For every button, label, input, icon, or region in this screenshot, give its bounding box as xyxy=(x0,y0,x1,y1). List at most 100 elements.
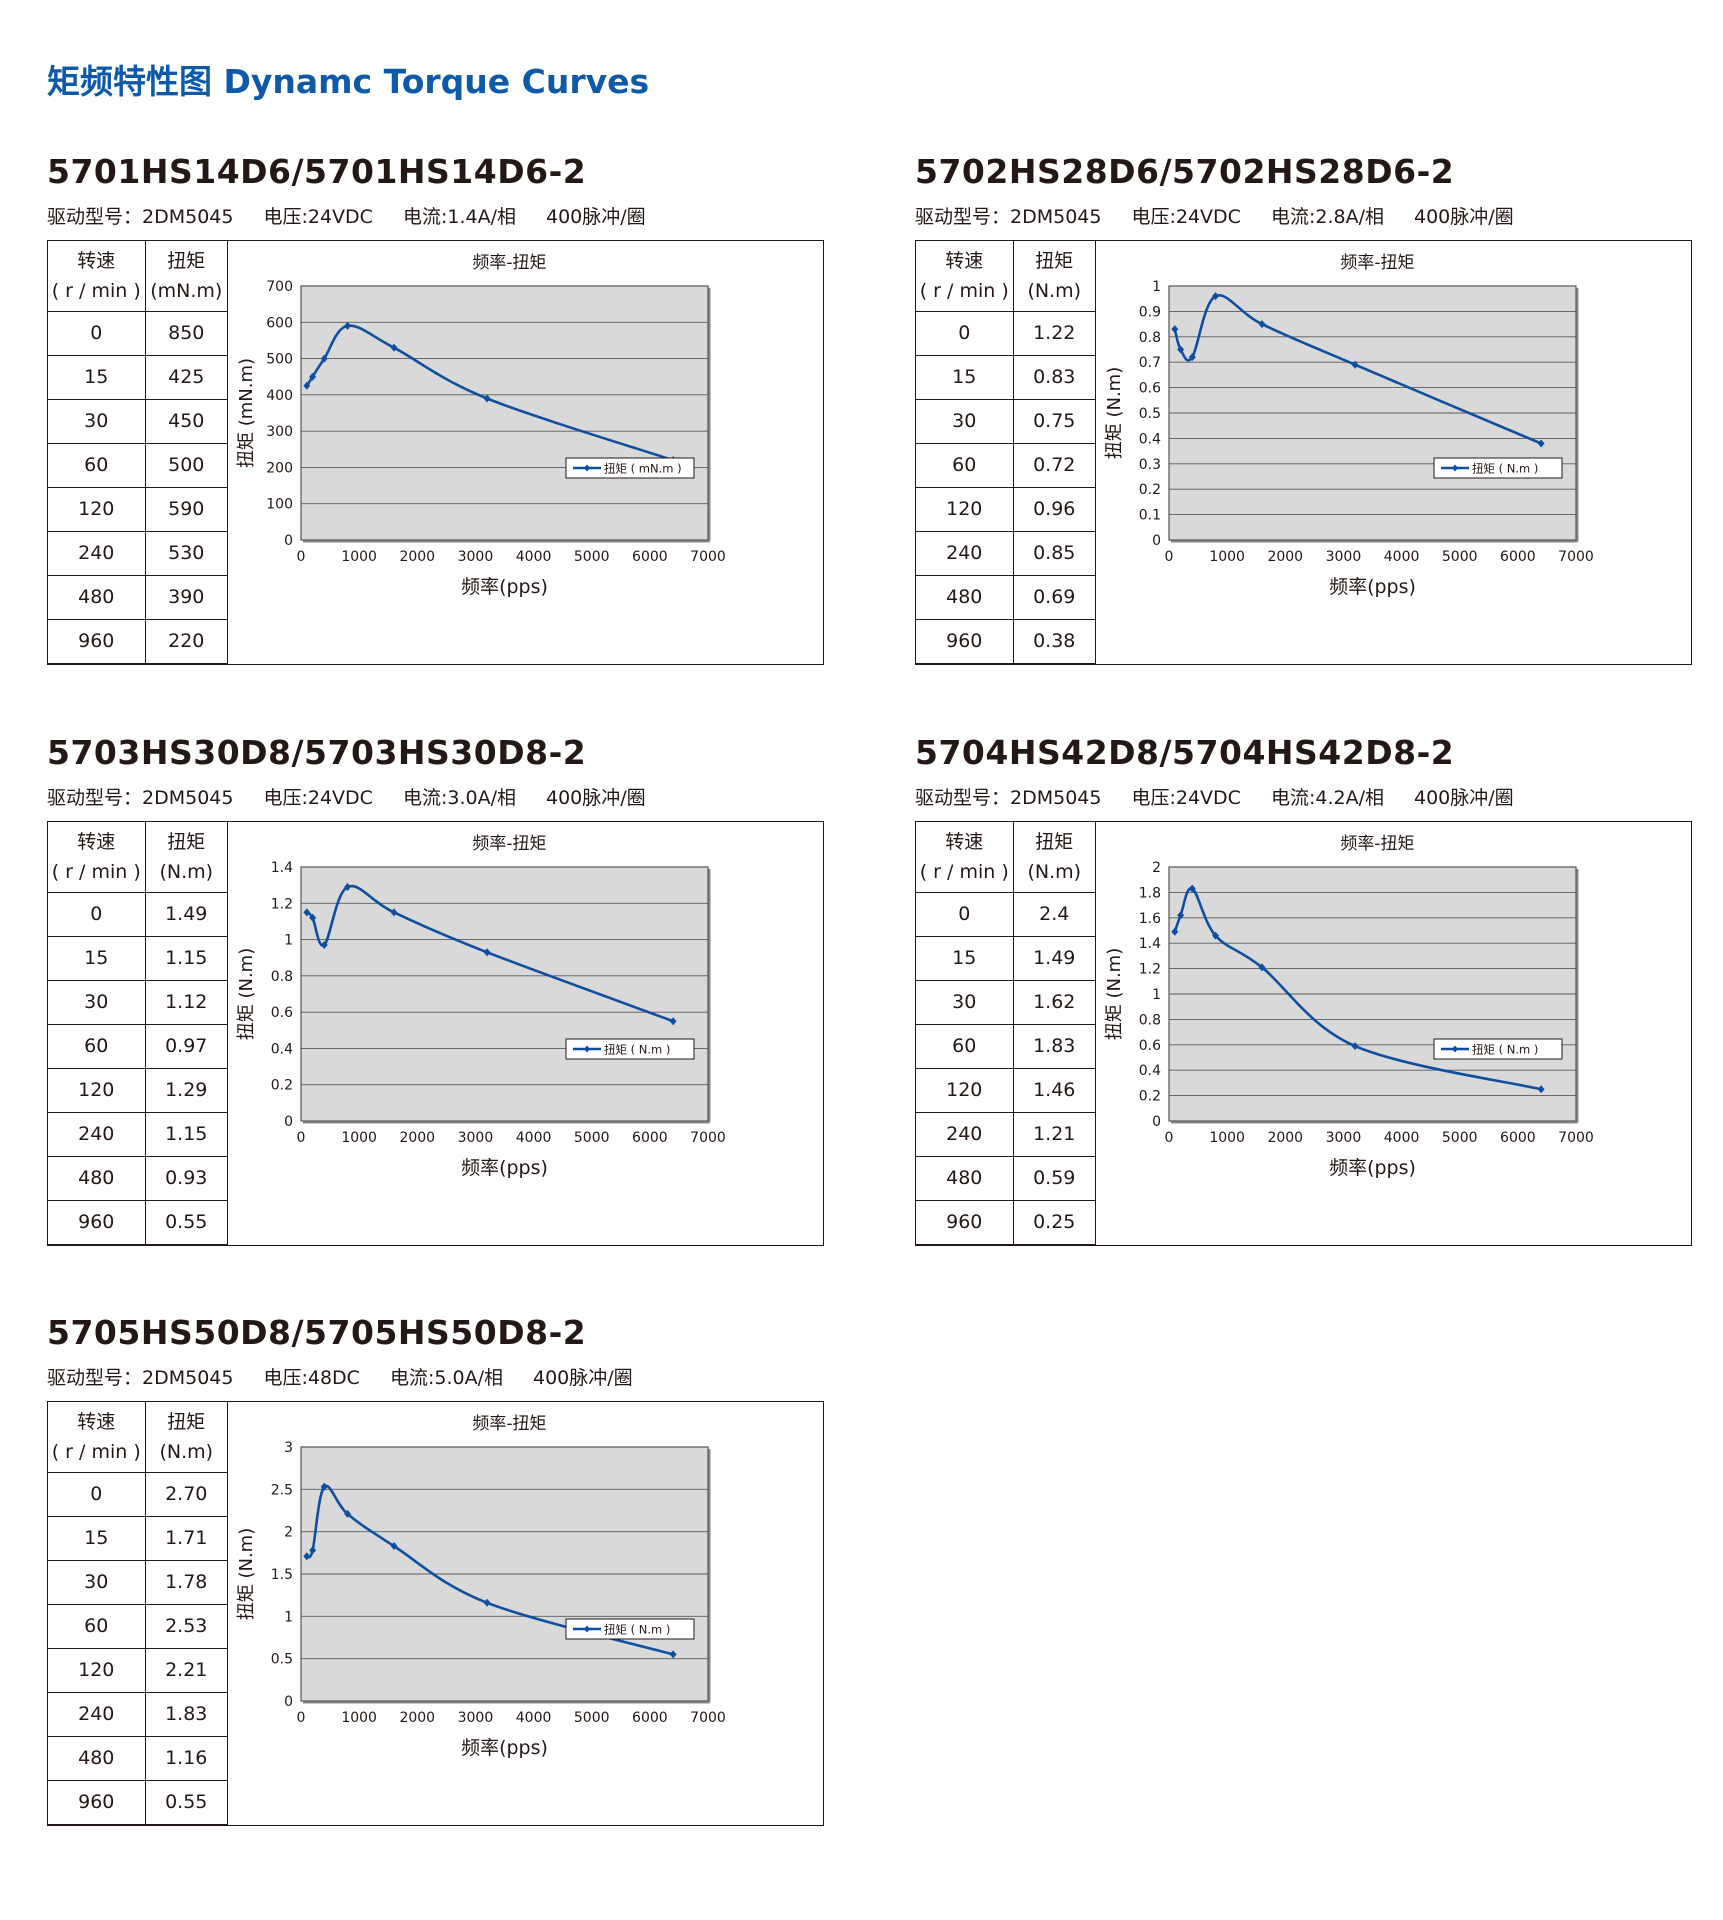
y-tick-label: 1.8 xyxy=(1139,885,1161,901)
speed-cell: 480 xyxy=(48,1735,146,1781)
torque-cell: 0.25 xyxy=(1012,1199,1096,1246)
x-tick-label: 6000 xyxy=(632,1130,668,1146)
legend-label: 扭矩 ( N.m ) xyxy=(604,1623,670,1637)
y-tick-label: 1.2 xyxy=(1139,962,1161,978)
data-point xyxy=(1188,884,1196,893)
data-point xyxy=(303,381,311,390)
speed-cell: 0 xyxy=(916,310,1014,356)
legend: 扭矩 ( N.m ) xyxy=(1433,457,1563,479)
legend-box xyxy=(565,1618,695,1640)
speed-cell: 60 xyxy=(48,1023,146,1069)
speed-cell: 30 xyxy=(48,979,146,1025)
x-tick-label: 1000 xyxy=(1209,1130,1245,1146)
y-tick-label: 3 xyxy=(284,1440,293,1456)
speed-cell: 240 xyxy=(48,1691,146,1737)
x-axis-label: 频率(pps) xyxy=(461,1737,548,1759)
legend-box xyxy=(1433,457,1563,479)
y-tick-label: 600 xyxy=(266,315,293,331)
table-row: 120 590 xyxy=(48,486,228,532)
spec-line: 驱动型号：2DM5045 电压:24VDC 电流:4.2A/相 400脉冲/圈 xyxy=(915,783,1514,810)
y-tick-label: 100 xyxy=(266,497,293,513)
speed-cell: 15 xyxy=(916,935,1014,981)
data-point xyxy=(390,1542,398,1551)
speed-cell: 120 xyxy=(48,1647,146,1693)
y-tick-label: 0.8 xyxy=(1139,1012,1161,1028)
torque-unit-label: (N.m) xyxy=(1027,279,1082,302)
legend: 扭矩 ( N.m ) xyxy=(565,1038,695,1060)
chart-title: 频率-扭矩 xyxy=(1340,834,1414,854)
speed-header-label: 转速 xyxy=(77,1410,116,1433)
x-tick-label: 2000 xyxy=(399,1130,435,1146)
legend-label: 扭矩 ( N.m ) xyxy=(604,1043,670,1057)
table-row: 120 1.46 xyxy=(916,1067,1096,1113)
spec-current: 电流:2.8A/相 xyxy=(1270,206,1384,228)
legend-marker xyxy=(584,1045,590,1053)
table-row: 60 500 xyxy=(48,442,228,488)
speed-cell: 960 xyxy=(48,1199,146,1246)
torque-cell: 0.85 xyxy=(1012,530,1096,576)
speed-unit-label: ( r / min ) xyxy=(51,279,141,302)
plot-area xyxy=(300,866,709,1122)
torque-cell: 1.12 xyxy=(144,979,228,1025)
data-point xyxy=(390,908,398,917)
speed-header-label: 转速 xyxy=(77,830,116,853)
table-row: 240 0.85 xyxy=(916,530,1096,576)
torque-cell: 0.83 xyxy=(1012,354,1096,400)
x-tick-label: 4000 xyxy=(516,1710,552,1726)
y-tick-label: 0.6 xyxy=(271,1005,293,1021)
torque-cell: 590 xyxy=(144,486,228,532)
data-point xyxy=(320,941,328,950)
torque-cell: 2.70 xyxy=(144,1471,228,1517)
torque-cell: 1.21 xyxy=(1012,1111,1096,1157)
x-tick-label: 4000 xyxy=(1384,1130,1420,1146)
data-point xyxy=(483,1598,491,1607)
x-tick-label: 0 xyxy=(297,1710,306,1726)
series-line xyxy=(305,1484,674,1656)
data-box: 转速( r / min ) 扭矩 (N.m) 0 1.22 15 0.83 30 0.75 60 0… xyxy=(915,240,1692,665)
torque-header: 扭矩 (N.m) xyxy=(1012,822,1096,893)
speed-unit-label: ( r / min ) xyxy=(51,860,141,883)
y-tick-label: 0.5 xyxy=(271,1652,293,1668)
speed-cell: 60 xyxy=(48,1603,146,1649)
spec-current: 电流:4.2A/相 xyxy=(1270,787,1384,809)
data-point xyxy=(669,1017,677,1026)
table-row: 15 425 xyxy=(48,354,228,400)
data-point xyxy=(669,1650,677,1659)
speed-torque-table: 转速( r / min ) 扭矩 (N.m) 0 2.4 15 1.49 30 1.62 60 1.… xyxy=(916,822,1096,1246)
y-tick-label: 0.8 xyxy=(1139,330,1161,346)
data-point xyxy=(1258,963,1266,972)
torque-header: 扭矩 (N.m) xyxy=(144,822,228,893)
speed-header-label: 转速 xyxy=(945,249,984,272)
x-tick-label: 7000 xyxy=(690,1130,726,1146)
x-tick-label: 2000 xyxy=(399,1710,435,1726)
torque-cell: 1.71 xyxy=(144,1515,228,1561)
x-tick-label: 5000 xyxy=(574,1130,610,1146)
data-point xyxy=(1177,911,1185,920)
y-tick-label: 0.4 xyxy=(1139,1063,1161,1079)
speed-cell: 120 xyxy=(916,1067,1014,1113)
legend-label: 扭矩 ( N.m ) xyxy=(1472,1043,1538,1057)
speed-cell: 120 xyxy=(48,486,146,532)
x-tick-label: 4000 xyxy=(516,549,552,565)
torque-header-label: 扭矩 xyxy=(167,830,206,853)
y-tick-label: 0.2 xyxy=(271,1078,293,1094)
speed-torque-table: 转速( r / min ) 扭矩 (N.m) 0 2.70 15 1.71 30 1.78 60 2… xyxy=(48,1402,228,1826)
y-tick-label: 0.4 xyxy=(271,1041,293,1057)
table-row: 30 1.12 xyxy=(48,979,228,1025)
y-tick-label: 0 xyxy=(1152,1114,1161,1130)
y-tick-label: 0.7 xyxy=(1139,355,1161,371)
torque-cell: 530 xyxy=(144,530,228,576)
torque-header-label: 扭矩 xyxy=(1035,830,1074,853)
table-row: 30 0.75 xyxy=(916,398,1096,444)
speed-cell: 120 xyxy=(48,1067,146,1113)
y-tick-label: 0 xyxy=(1152,533,1161,549)
torque-unit-label: (N.m) xyxy=(159,860,214,883)
speed-cell: 480 xyxy=(916,574,1014,620)
torque-chart: 频率-扭矩 0 0.2 0.4 0.6 0.8 1 1.2 1.4 0 1000 2000 3000 40… xyxy=(236,834,726,1179)
chart-title: 频率-扭矩 xyxy=(472,834,546,854)
table-row: 960 0.38 xyxy=(916,618,1096,665)
x-tick-label: 3000 xyxy=(1326,1130,1362,1146)
x-tick-label: 7000 xyxy=(690,549,726,565)
torque-cell: 0.96 xyxy=(1012,486,1096,532)
legend: 扭矩 ( mN.m ) xyxy=(565,457,695,479)
